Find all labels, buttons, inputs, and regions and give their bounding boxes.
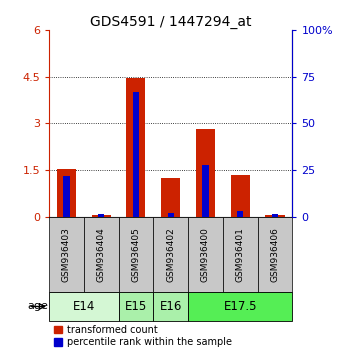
Bar <box>57 169 76 217</box>
Text: age: age <box>27 302 48 312</box>
Title: GDS4591 / 1447294_at: GDS4591 / 1447294_at <box>90 15 251 29</box>
Bar <box>84 217 119 292</box>
Text: GSM936400: GSM936400 <box>201 227 210 282</box>
Bar <box>223 217 258 292</box>
Bar <box>168 213 174 217</box>
Bar <box>161 178 180 217</box>
Text: GSM936403: GSM936403 <box>62 227 71 282</box>
Bar <box>119 292 153 321</box>
Bar <box>258 217 292 292</box>
Text: GSM936401: GSM936401 <box>236 227 245 282</box>
Text: GSM936405: GSM936405 <box>131 227 140 282</box>
Bar <box>196 129 215 217</box>
Text: E14: E14 <box>73 300 95 313</box>
Bar <box>49 292 119 321</box>
Text: E16: E16 <box>160 300 182 313</box>
Bar <box>153 292 188 321</box>
Bar <box>188 292 292 321</box>
Legend: transformed count, percentile rank within the sample: transformed count, percentile rank withi… <box>54 325 232 347</box>
Bar <box>126 78 145 217</box>
Bar <box>231 175 250 217</box>
Bar <box>188 217 223 292</box>
Text: GSM936406: GSM936406 <box>270 227 280 282</box>
Bar <box>272 215 278 217</box>
Bar <box>98 215 104 217</box>
Text: E17.5: E17.5 <box>223 300 257 313</box>
Bar <box>202 165 209 217</box>
Text: E15: E15 <box>125 300 147 313</box>
Bar <box>92 215 111 217</box>
Text: GSM936404: GSM936404 <box>97 227 106 281</box>
Bar <box>133 92 139 217</box>
Bar <box>49 217 84 292</box>
Bar <box>63 176 70 217</box>
Bar <box>265 215 285 217</box>
Bar <box>237 211 243 217</box>
Text: GSM936402: GSM936402 <box>166 227 175 281</box>
Bar <box>119 217 153 292</box>
Bar <box>153 217 188 292</box>
